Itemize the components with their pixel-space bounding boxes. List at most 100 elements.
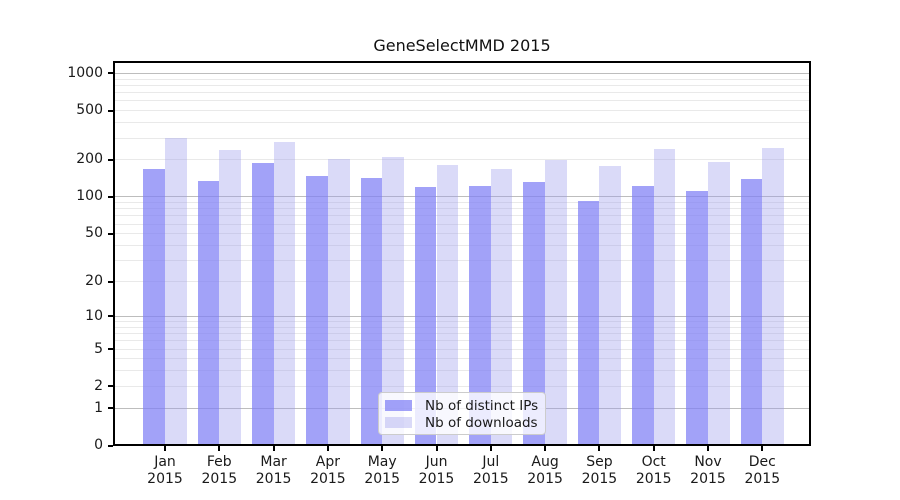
x-tick-label-jun: Jun 2015 — [405, 454, 469, 488]
major-gridline-1000 — [113, 72, 811, 74]
bar-distinct-ips-jan — [143, 168, 165, 446]
x-tick-month-text: Aug — [531, 453, 559, 470]
chart-title: GeneSelectMMD 2015 — [373, 36, 551, 55]
x-tick-month-text: Oct — [641, 453, 666, 470]
bar-distinct-ips-may — [360, 177, 383, 446]
bar-distinct-ips-dec — [740, 179, 763, 446]
x-tick-year-text: 2015 — [364, 470, 400, 487]
legend-swatch-downloads — [385, 417, 412, 428]
bar-downloads-mar — [273, 141, 296, 446]
x-tick-month-text: Dec — [748, 453, 776, 470]
minor-gridline-40 — [113, 245, 811, 246]
y-tick-1 — [108, 407, 113, 410]
x-tick-sep — [598, 445, 601, 451]
y-tick-200 — [108, 158, 113, 161]
legend-label-downloads: Nb of downloads — [425, 414, 538, 431]
bar-downloads-feb — [219, 149, 241, 446]
bar-downloads-may — [382, 156, 404, 446]
x-tick-year-text: 2015 — [527, 470, 563, 487]
bar-downloads-jan — [165, 138, 187, 446]
y-tick-label-500: 500 — [76, 102, 103, 119]
minor-gridline-7 — [113, 333, 811, 335]
bar-distinct-ips-apr — [306, 176, 328, 446]
minor-gridline-20 — [113, 281, 811, 283]
y-tick-label-100: 100 — [76, 188, 103, 205]
bar-downloads-jun — [436, 165, 459, 446]
x-tick-jul — [489, 445, 492, 451]
minor-gridline-60 — [113, 223, 811, 225]
minor-gridline-700 — [113, 92, 811, 94]
minor-gridline-6 — [113, 340, 811, 342]
bar-distinct-ips-sep — [577, 201, 600, 446]
y-tick-50 — [108, 232, 113, 235]
x-tick-label-oct: Oct 2015 — [622, 454, 686, 488]
minor-gridline-400 — [113, 122, 811, 124]
x-tick-year-text: 2015 — [310, 470, 346, 487]
y-tick-label-2: 2 — [94, 377, 103, 394]
x-tick-year-text: 2015 — [690, 470, 726, 487]
x-tick-year-text: 2015 — [581, 470, 618, 487]
minor-gridline-4 — [113, 358, 811, 360]
minor-gridline-5 — [113, 348, 811, 350]
bar-distinct-ips-nov — [686, 190, 708, 446]
bar-downloads-apr — [327, 159, 350, 446]
minor-gridline-300 — [113, 137, 811, 139]
y-tick-label-1: 1 — [94, 399, 103, 416]
bar-downloads-sep — [599, 166, 622, 446]
x-tick-feb — [218, 445, 221, 451]
bar-downloads-oct — [653, 149, 676, 446]
x-tick-label-apr: Apr 2015 — [296, 454, 360, 488]
y-tick-label-50: 50 — [85, 225, 103, 242]
legend-item-distinct-ips: Nb of distinct IPs — [379, 397, 545, 414]
x-tick-year-text: 2015 — [201, 470, 238, 487]
minor-gridline-2 — [113, 385, 811, 387]
bar-distinct-ips-jun — [414, 187, 437, 446]
x-tick-month-text: Sep — [586, 453, 613, 470]
x-tick-oct — [652, 445, 655, 451]
y-tick-2 — [108, 385, 113, 388]
x-tick-year-text: 2015 — [418, 470, 455, 487]
y-tick-label-0: 0 — [94, 437, 103, 453]
x-tick-jun — [435, 445, 438, 451]
x-tick-year-text: 2015 — [744, 470, 781, 487]
minor-gridline-9 — [113, 321, 811, 322]
y-tick-label-5: 5 — [94, 340, 103, 357]
x-tick-year-text: 2015 — [472, 470, 509, 487]
x-tick-month-text: Jan — [154, 453, 176, 470]
legend-swatch-distinct-ips — [385, 400, 412, 411]
y-tick-500 — [108, 109, 113, 112]
x-tick-month-text: Jun — [425, 453, 448, 470]
x-tick-jan — [164, 445, 166, 451]
legend: Nb of distinct IPs Nb of downloads — [378, 392, 546, 435]
x-tick-month-text: Nov — [694, 453, 722, 470]
legend-item-downloads: Nb of downloads — [379, 414, 545, 431]
y-tick-label-20: 20 — [85, 273, 103, 290]
legend-label-distinct-ips: Nb of distinct IPs — [425, 397, 539, 414]
y-tick-label-10: 10 — [85, 307, 103, 324]
minor-gridline-30 — [113, 260, 811, 262]
y-tick-20 — [108, 280, 113, 283]
bar-distinct-ips-jul — [469, 186, 491, 446]
bar-distinct-ips-oct — [632, 185, 654, 446]
minor-gridline-500 — [113, 110, 811, 112]
x-tick-apr — [326, 445, 329, 451]
x-tick-year-text: 2015 — [147, 470, 183, 487]
x-tick-label-sep: Sep 2015 — [567, 454, 631, 488]
bar-downloads-aug — [545, 159, 567, 446]
minor-gridline-3 — [113, 370, 811, 372]
x-tick-month-text: Feb — [206, 453, 232, 470]
minor-gridline-80 — [113, 208, 811, 210]
y-tick-0 — [108, 444, 113, 447]
x-tick-label-aug: Aug 2015 — [513, 454, 577, 488]
minor-gridline-90 — [113, 202, 811, 204]
y-tick-10 — [108, 315, 113, 318]
x-tick-label-may: May 2015 — [350, 454, 414, 488]
y-tick-5 — [108, 348, 113, 350]
x-tick-mar — [272, 445, 275, 451]
major-gridline-10 — [113, 315, 811, 317]
x-tick-label-nov: Nov 2015 — [676, 454, 740, 488]
minor-gridline-70 — [113, 215, 811, 217]
x-tick-year-text: 2015 — [635, 470, 672, 487]
x-tick-dec — [761, 445, 764, 451]
